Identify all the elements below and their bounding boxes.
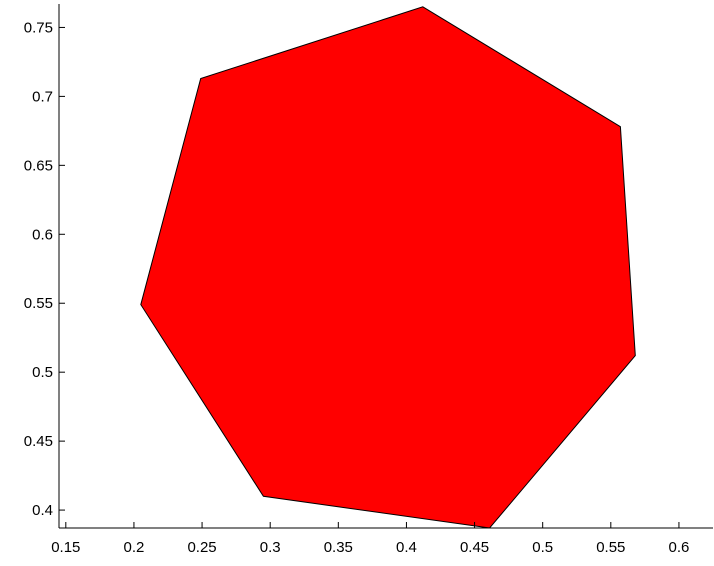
x-tick-label: 0.6 [669,539,690,556]
x-tick-label: 0.15 [51,539,80,556]
y-tick-label: 0.75 [24,19,53,36]
plot-area [140,6,636,529]
y-tick-label: 0.7 [32,88,53,105]
x-tick-label: 0.45 [460,539,489,556]
x-tick-label: 0.25 [187,539,216,556]
x-tick-label: 0.5 [532,539,553,556]
x-tick-label: 0.4 [396,539,417,556]
x-tick-label: 0.35 [324,539,353,556]
x-tick-label: 0.55 [596,539,625,556]
y-tick-label: 0.5 [32,364,53,381]
y-tick-label: 0.65 [24,157,53,174]
heptagon-patch [140,6,636,529]
x-tick-label: 0.2 [124,539,145,556]
y-tick-label: 0.4 [32,502,53,519]
y-tick-label: 0.6 [32,226,53,243]
y-tick-label: 0.45 [24,433,53,450]
x-tick-label: 0.3 [260,539,281,556]
y-tick-label: 0.55 [24,295,53,312]
axes: 0.15 0.2 0.25 0.3 0.35 0.4 0.45 0.5 0.55 0.6 0.4 0.… [24,4,713,556]
